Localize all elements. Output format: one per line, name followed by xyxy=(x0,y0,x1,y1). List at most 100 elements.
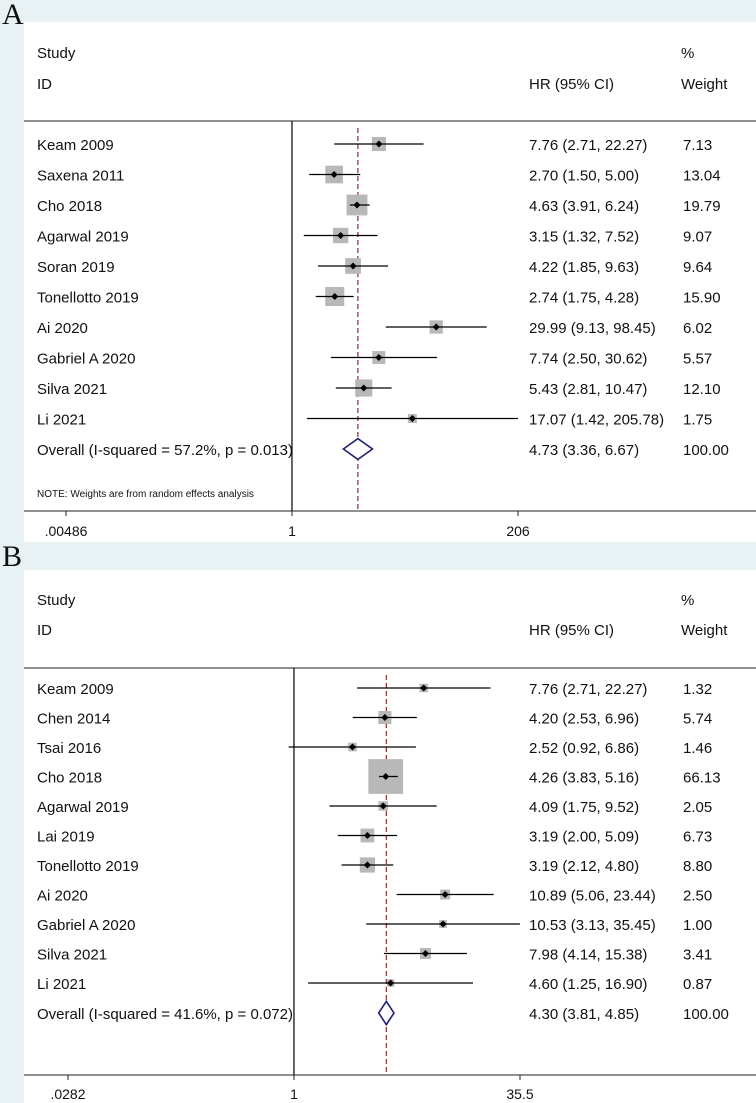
panel-b-study-weight-text: 3.41 xyxy=(683,947,712,964)
panel-b-study-weight-text: 0.87 xyxy=(683,976,712,993)
panel-b-study-name: Gabriel A 2020 xyxy=(37,917,135,934)
panel-a-study-ci-text: 2.70 (1.50, 5.00) xyxy=(529,168,639,185)
panel-b-letter: B xyxy=(2,540,23,573)
panel-a-study-name: Soran 2019 xyxy=(37,259,115,276)
panel-a-header-weight: Weight xyxy=(681,76,728,93)
panel-b-study-point-estimate xyxy=(348,743,356,751)
panel-b-header-weight: Weight xyxy=(681,622,728,639)
panel-b-study-ci-text: 4.60 (1.25, 16.90) xyxy=(529,976,647,993)
panel-a-x-axis-tick-label: 206 xyxy=(506,523,530,539)
panel-a-study-weight-text: 12.10 xyxy=(683,381,721,398)
panel-a-overall-label: Overall (I-squared = 57.2%, p = 0.013) xyxy=(37,442,293,459)
panel-b-overall-ci-text: 4.30 (3.81, 4.85) xyxy=(529,1006,639,1023)
panel-a-header-effect: HR (95% CI) xyxy=(529,76,614,93)
panel-a-study-name: Saxena 2011 xyxy=(37,168,124,185)
panel-a-study-name: Cho 2018 xyxy=(37,198,102,215)
panel-a-overall-ci-text: 4.73 (3.36, 6.67) xyxy=(529,442,639,459)
panel-a-study-point-estimate xyxy=(330,171,338,178)
panel-b-study-ci-text: 10.53 (3.13, 35.45) xyxy=(529,917,656,934)
panel-b-study-name: Chen 2014 xyxy=(37,711,110,728)
panel-a-study-point-estimate xyxy=(349,262,357,270)
panel-b-study-name: Ai 2020 xyxy=(37,888,88,905)
panel-b-study-ci-text: 4.26 (3.83, 5.16) xyxy=(529,770,639,787)
panel-a-study-name: Silva 2021 xyxy=(37,381,107,398)
panel-b-study-point-estimate xyxy=(439,920,447,928)
panel-b-study-point-estimate xyxy=(363,832,371,839)
panel-b-header-effect: HR (95% CI) xyxy=(529,622,614,639)
panel-a-study-point-estimate xyxy=(337,232,345,239)
panel-b-study-weight-text: 1.46 xyxy=(683,740,712,757)
panel-b-x-axis-tick-label: 35.5 xyxy=(506,1086,533,1102)
panel-b-study-ci-text: 4.20 (2.53, 6.96) xyxy=(529,711,639,728)
panel-b-study-weight-text: 6.73 xyxy=(683,829,712,846)
panel-b-study-ci-text: 7.98 (4.14, 15.38) xyxy=(529,947,647,964)
panel-b-study-point-estimate xyxy=(379,802,387,810)
panel-a-study-name: Tonellotto 2019 xyxy=(37,290,139,307)
panel-b-study-name: Keam 2009 xyxy=(37,681,114,698)
panel-b-study-point-estimate xyxy=(387,979,395,987)
panel-b-study-name: Tonellotto 2019 xyxy=(37,858,139,875)
panel-b-study-weight-text: 5.74 xyxy=(683,711,712,728)
panel-a-header-percent: % xyxy=(681,45,694,62)
panel-b-study-weight-text: 1.00 xyxy=(683,917,712,934)
panel-a-study-weight-text: 15.90 xyxy=(683,290,721,307)
panel-a-study-point-estimate xyxy=(432,323,440,331)
panel-a-study-name: Gabriel A 2020 xyxy=(37,351,135,368)
panel-a-study-ci-text: 4.63 (3.91, 6.24) xyxy=(529,198,639,215)
panel-a-study-name: Ai 2020 xyxy=(37,320,88,337)
panel-a-study-name: Agarwal 2019 xyxy=(37,229,129,246)
panel-b-study-weight-text: 8.80 xyxy=(683,858,712,875)
panel-a-overall-diamond xyxy=(342,437,374,461)
panel-b-study-ci-text: 4.09 (1.75, 9.52) xyxy=(529,799,639,816)
panel-a-study-point-estimate xyxy=(375,140,383,148)
panel-b-study-name: Li 2021 xyxy=(37,976,86,993)
panel-b-x-axis-tick-label: .0282 xyxy=(50,1086,85,1102)
panel-a-letter: A xyxy=(2,0,24,31)
panel-b-study-ci-text: 3.19 (2.00, 5.09) xyxy=(529,829,639,846)
panel-a-study-point-estimate xyxy=(375,354,383,361)
panel-a-header-study: Study xyxy=(37,45,76,62)
panel-a-study-ci-text: 7.76 (2.71, 22.27) xyxy=(529,137,647,154)
panel-b-study-weight-text: 66.13 xyxy=(683,770,721,787)
panel-b-study-name: Lai 2019 xyxy=(37,829,95,846)
panel-b-study-point-estimate xyxy=(421,950,429,957)
panel-b-study-point-estimate xyxy=(441,891,449,898)
panel-a-header-id: ID xyxy=(37,76,52,93)
panel-a-study-ci-text: 4.22 (1.85, 9.63) xyxy=(529,259,639,276)
panel-a-study-weight-text: 1.75 xyxy=(683,412,712,429)
panel-b-header-id: ID xyxy=(37,622,52,639)
panel-a-study-weight-text: 7.13 xyxy=(683,137,712,154)
panel-a-study-ci-text: 3.15 (1.32, 7.52) xyxy=(529,229,639,246)
panel-b-study-name: Silva 2021 xyxy=(37,947,107,964)
panel-a-study-ci-text: 17.07 (1.42, 205.78) xyxy=(529,412,664,429)
panel-b-overall-label: Overall (I-squared = 41.6%, p = 0.072) xyxy=(37,1006,293,1023)
panel-a-study-point-estimate xyxy=(360,384,368,392)
panel-a-x-axis-tick-label: 1 xyxy=(288,523,296,539)
panel-b-study-weight-text: 1.32 xyxy=(683,681,712,698)
panel-a-note-text: NOTE: Weights are from random effects an… xyxy=(37,489,254,500)
panel-b-study-point-estimate xyxy=(363,861,371,869)
panel-a-study-ci-text: 29.99 (9.13, 98.45) xyxy=(529,320,656,337)
panel-a-study-weight-text: 19.79 xyxy=(683,198,721,215)
panel-a-study-weight-text: 6.02 xyxy=(683,320,712,337)
panel-b-overall-weight-text: 100.00 xyxy=(683,1006,729,1023)
panel-a-study-point-estimate xyxy=(331,293,339,300)
panel-b-study-weight-text: 2.05 xyxy=(683,799,712,816)
panel-a-study-point-estimate xyxy=(408,415,416,422)
panel-a-study-weight-text: 13.04 xyxy=(683,168,721,185)
panel-a-study-point-estimate xyxy=(353,201,361,209)
panel-a-study-name: Keam 2009 xyxy=(37,137,114,154)
panel-a-x-axis-tick-label: .00486 xyxy=(45,523,88,539)
panel-a-study-ci-text: 2.74 (1.75, 4.28) xyxy=(529,290,639,307)
panel-a-study-name: Li 2021 xyxy=(37,412,86,429)
panel-a-study-weight-text: 9.07 xyxy=(683,229,712,246)
panel-a-study-weight-text: 5.57 xyxy=(683,351,712,368)
panel-b-study-name: Agarwal 2019 xyxy=(37,799,129,816)
panel-b-study-point-estimate xyxy=(381,714,389,721)
panel-b-study-ci-text: 7.76 (2.71, 22.27) xyxy=(529,681,647,698)
panel-b-study-weight-text: 2.50 xyxy=(683,888,712,905)
panel-a-plot-area xyxy=(24,22,756,542)
panel-a-study-ci-text: 5.43 (2.81, 10.47) xyxy=(529,381,647,398)
panel-b-study-name: Cho 2018 xyxy=(37,770,102,787)
